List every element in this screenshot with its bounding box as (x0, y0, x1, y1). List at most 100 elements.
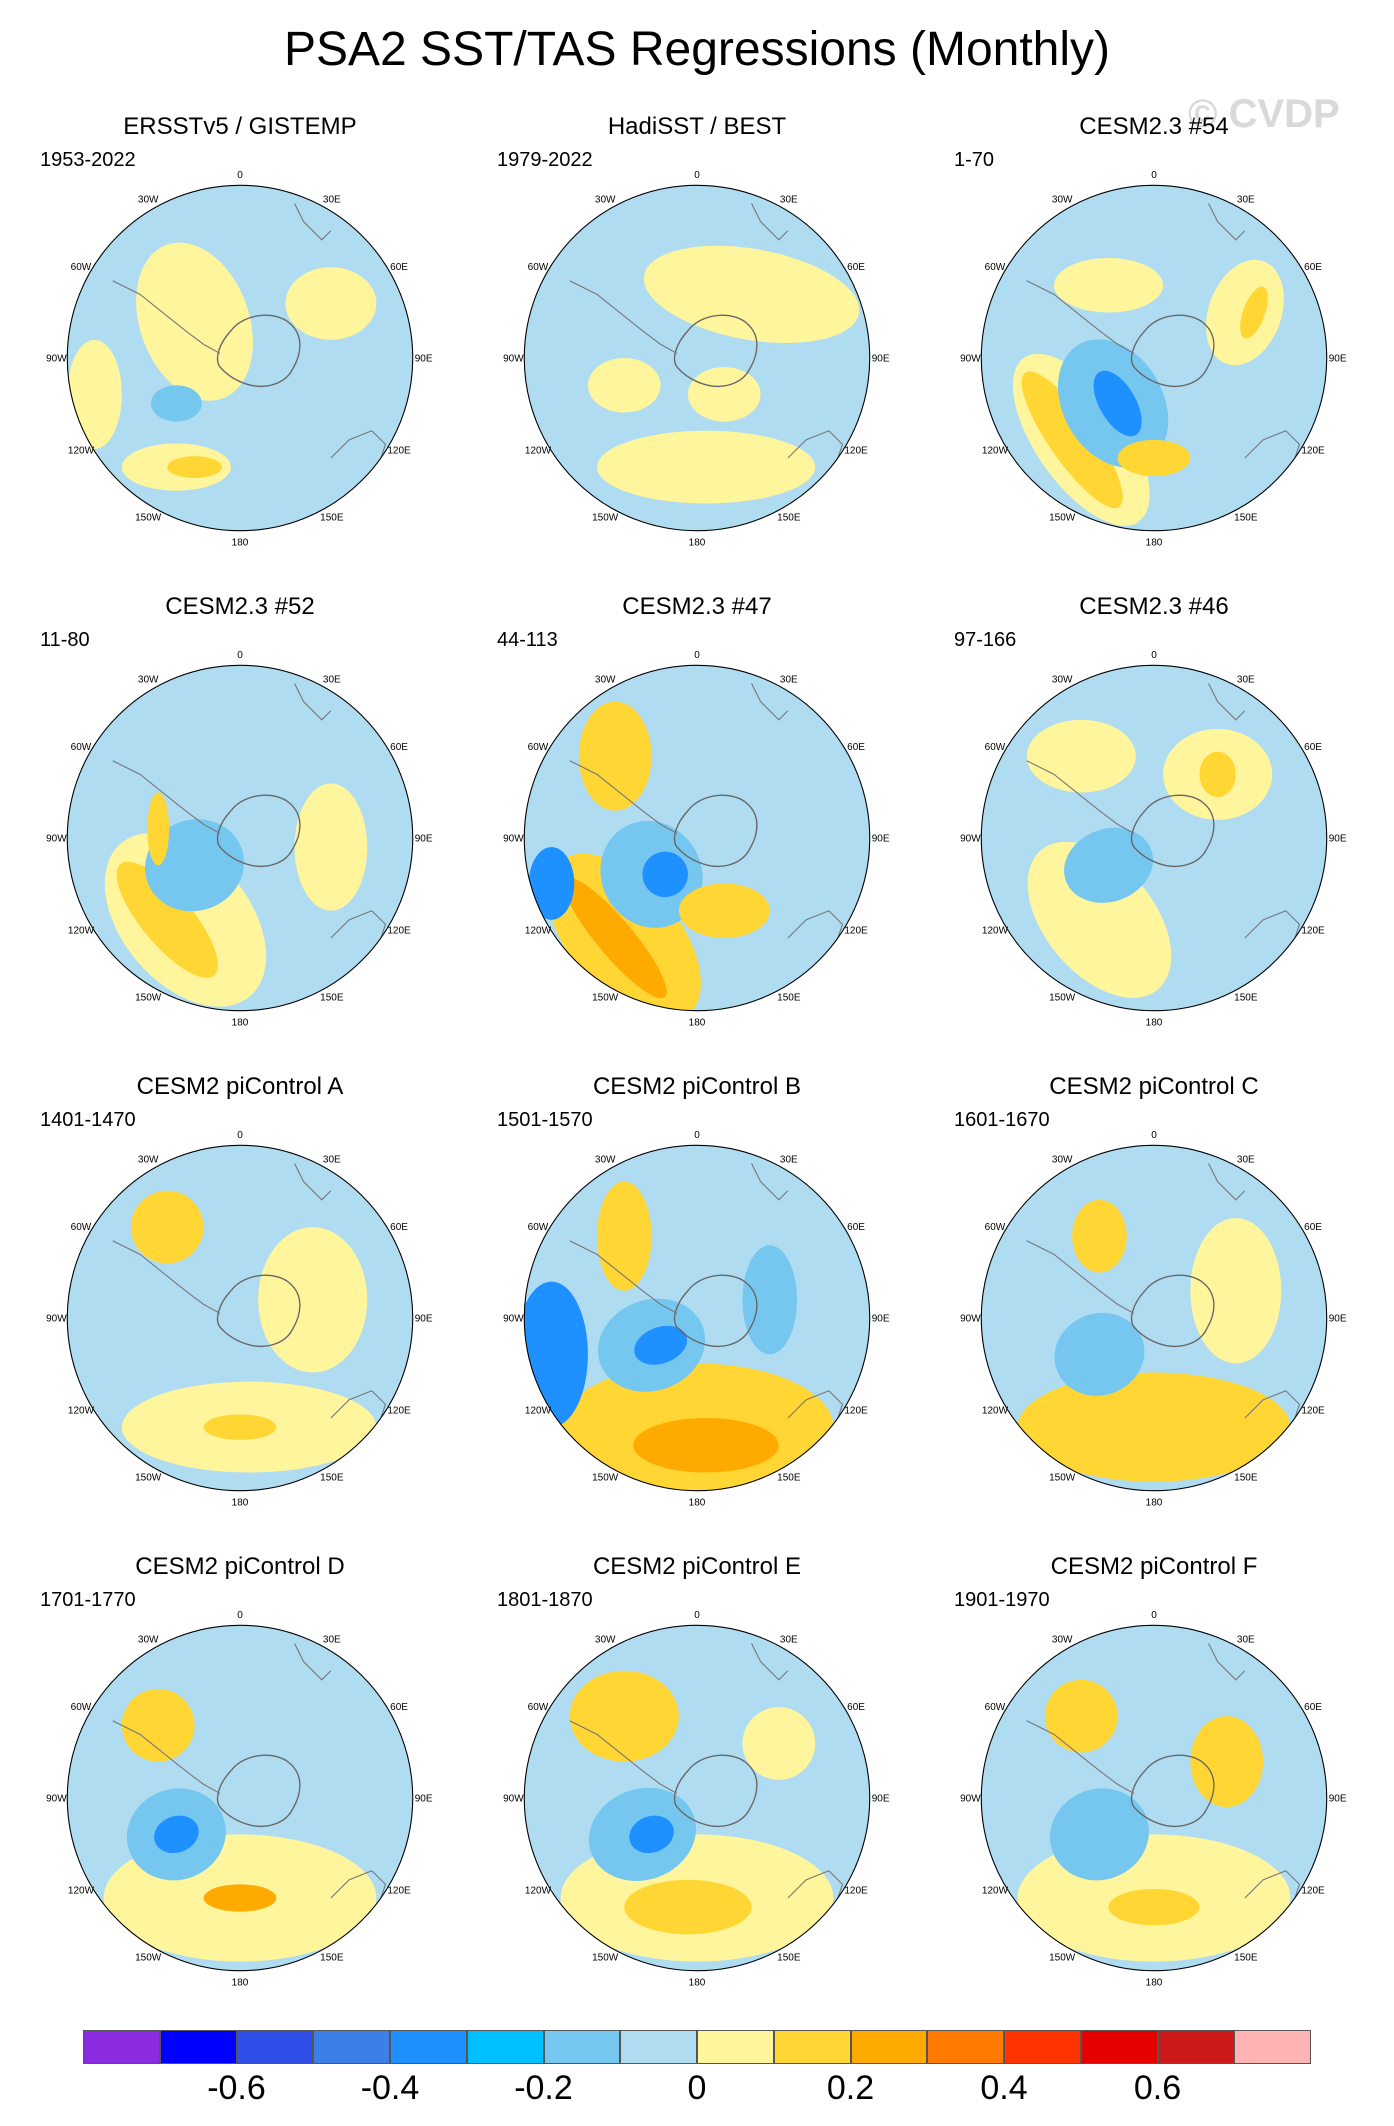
longitude-label: 60E (847, 742, 865, 753)
africa-coastline (294, 1163, 332, 1201)
polar-map: 0 30E 60E 90E 120E 150E 180 150W 120W 90W 60W 30W (46, 650, 433, 1028)
africa-coastline (751, 1643, 789, 1681)
longitude-label: 120W (68, 1405, 95, 1416)
panel-years: 1901-1970 (954, 1589, 1050, 1611)
anomaly-contour (1054, 1312, 1145, 1396)
panel-title: CESM2 piControl F (1050, 1553, 1258, 1580)
panel-years: 1401-1470 (40, 1109, 136, 1131)
longitude-label: 90E (415, 354, 433, 365)
map-border (523, 1624, 871, 1972)
longitude-label: 90W (960, 354, 981, 365)
colorbar-swatch (1080, 2030, 1158, 2064)
longitude-label: 120E (1301, 445, 1325, 456)
africa-coastline (1208, 683, 1246, 721)
anomaly-contour (1093, 370, 1142, 437)
colorbar-swatch (850, 2030, 928, 2064)
south-america-coastline (569, 760, 678, 834)
longitude-label: 150E (1234, 1473, 1258, 1484)
longitude-label: 60E (390, 262, 408, 273)
longitude-label: 120W (982, 1885, 1009, 1896)
anomaly-contour (563, 877, 667, 999)
map-panel: CESM2.3 #46 0 30E 60E 90E 120E 150E 180 150W 120… (944, 592, 1364, 1062)
longitude-label: 180 (689, 1017, 706, 1028)
cvdp-watermark: © CVDP (1188, 92, 1340, 136)
polar-map: 0 30E 60E 90E 120E 150E 180 150W 120W 90W 60W 30W (960, 1610, 1347, 1988)
longitude-label: 30E (1237, 675, 1255, 686)
anomaly-contour (1021, 371, 1123, 509)
longitude-label: 60W (528, 1702, 549, 1713)
colorbar-swatch (83, 2030, 160, 2064)
longitude-label: 90E (415, 1794, 433, 1805)
longitude-label: 150W (135, 1953, 162, 1964)
panel-years: 11-80 (40, 629, 90, 651)
anomaly-contour (1049, 1788, 1149, 1881)
longitude-label: 90W (46, 1794, 67, 1805)
longitude-label: 150W (135, 993, 162, 1004)
longitude-label: 120W (68, 445, 95, 456)
africa-coastline (751, 683, 789, 721)
longitude-label: 60E (390, 742, 408, 753)
panel-title: CESM2 piControl A (136, 1073, 344, 1100)
longitude-label: 30E (1237, 195, 1255, 206)
panel-title: CESM2 piControl E (592, 1553, 802, 1580)
south-america-coastline (1026, 760, 1135, 834)
longitude-label: 150W (1049, 1953, 1076, 1964)
anomaly-contour (1190, 1716, 1264, 1808)
longitude-label: 120W (68, 1885, 95, 1896)
longitude-label: 120E (387, 925, 411, 936)
anomaly-contour (1190, 1218, 1282, 1364)
longitude-label: 180 (1146, 1017, 1163, 1028)
longitude-label: 150W (135, 1473, 162, 1484)
longitude-label: 120E (387, 1885, 411, 1896)
south-america-coastline (112, 1240, 221, 1314)
south-america-coastline (1026, 1720, 1135, 1794)
longitude-label: 150W (135, 513, 162, 524)
longitude-label: 90E (1329, 834, 1347, 845)
anomaly-contour (1064, 827, 1154, 903)
antarctica-coastline (1130, 1754, 1215, 1827)
longitude-label: 180 (232, 537, 249, 548)
anomaly-contour (629, 1815, 674, 1854)
anomaly-contour (1017, 1372, 1291, 1482)
longitude-label: 0 (237, 650, 243, 661)
anomaly-contour (1044, 1679, 1118, 1753)
south-america-coastline (112, 280, 221, 354)
map-panel: CESM2 piControl F 0 30E 60E 90E 120E 150E 180 1… (944, 1552, 1364, 2022)
africa-coastline (294, 683, 332, 721)
colorbar-swatch (159, 2030, 237, 2064)
longitude-label: 60E (1304, 742, 1322, 753)
longitude-label: 30E (1237, 1155, 1255, 1166)
longitude-label: 180 (1146, 1497, 1163, 1508)
longitude-label: 150W (1049, 993, 1076, 1004)
longitude-label: 120E (387, 445, 411, 456)
longitude-label: 90W (503, 834, 524, 845)
map-border (980, 184, 1328, 532)
antarctica-coastline (673, 1274, 758, 1347)
antarctica-coastline (673, 314, 758, 387)
anomaly-contour (1199, 751, 1236, 798)
longitude-label: 90E (1329, 1314, 1347, 1325)
anomaly-contour (642, 851, 688, 898)
antarctica-coastline (673, 794, 758, 867)
longitude-label: 150W (592, 1473, 619, 1484)
polar-map: 0 30E 60E 90E 120E 150E 180 150W 120W 90W 60W 30W (960, 1130, 1347, 1508)
colorbar-swatch (927, 2030, 1004, 2064)
longitude-label: 60E (390, 1222, 408, 1233)
anomaly-contour (258, 1227, 368, 1373)
africa-coastline (751, 203, 789, 241)
longitude-label: 60E (847, 1222, 865, 1233)
polar-map: 0 30E 60E 90E 120E 150E 180 150W 120W 90W 60W 30W (503, 170, 890, 548)
anomaly-contour (1054, 258, 1164, 313)
longitude-label: 0 (237, 170, 243, 181)
map-border (980, 1144, 1328, 1492)
longitude-label: 30W (595, 195, 616, 206)
longitude-label: 150W (1049, 1473, 1076, 1484)
longitude-label: 0 (1151, 650, 1157, 661)
map-border (66, 664, 414, 1012)
longitude-label: 90E (872, 1314, 890, 1325)
longitude-label: 90E (872, 1794, 890, 1805)
colorbar (83, 2030, 1311, 2064)
anomaly-contour (687, 367, 761, 422)
longitude-label: 0 (1151, 170, 1157, 181)
